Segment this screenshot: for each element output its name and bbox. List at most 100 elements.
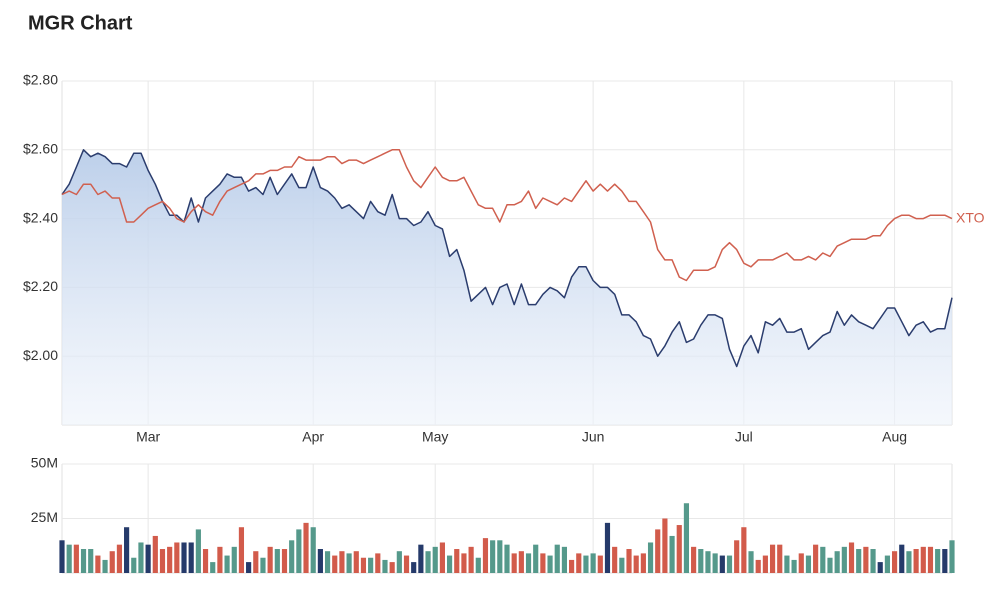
x-tick-label: Jul: [735, 429, 753, 445]
volume-bar: [856, 549, 862, 573]
volume-bar: [920, 546, 926, 573]
volume-bar: [382, 559, 388, 573]
volume-bar: [195, 529, 201, 573]
volume-bar: [927, 546, 934, 573]
volume-bar: [317, 549, 323, 573]
volume-bar: [791, 559, 797, 573]
volume-bar: [525, 553, 532, 573]
volume-bar: [949, 540, 955, 573]
volume-bar: [712, 553, 718, 573]
volume-bar: [676, 525, 682, 573]
volume-bar: [748, 551, 754, 573]
volume-bar: [152, 535, 158, 573]
volume-bar: [769, 544, 776, 573]
volume-bar: [174, 542, 180, 573]
volume-bar: [88, 549, 94, 573]
volume-bar: [533, 544, 539, 573]
volume-bar: [159, 549, 166, 573]
volume-bar: [884, 555, 890, 573]
volume-bar: [181, 542, 187, 573]
volume-bar: [260, 557, 266, 573]
volume-bar: [877, 562, 883, 573]
volume-bar: [353, 551, 359, 573]
volume-bar: [777, 544, 783, 573]
y-tick-label: $2.40: [23, 209, 58, 225]
volume-bar: [66, 544, 72, 573]
volume-bar: [73, 544, 79, 573]
volume-bar: [734, 540, 740, 573]
volume-bar: [231, 546, 237, 573]
volume-bar: [755, 559, 761, 573]
volume-bar: [375, 553, 381, 573]
chart-title: MGR Chart: [28, 12, 133, 34]
volume-bar: [425, 551, 431, 573]
volume-bar: [253, 551, 259, 573]
x-tick-label: May: [422, 429, 448, 445]
line: [61, 149, 953, 368]
volume-bar: [827, 557, 833, 573]
volume-bar: [547, 555, 553, 573]
volume-bar: [604, 522, 611, 573]
volume-bar: [267, 546, 273, 573]
x-tick-label: Aug: [882, 429, 907, 445]
volume-bar: [726, 555, 733, 573]
y-tick-label: $2.60: [23, 141, 58, 157]
y-tick-label: $2.20: [23, 278, 58, 294]
volume-bar: [95, 555, 101, 573]
volume-bar: [841, 546, 847, 573]
volume-bar: [403, 555, 410, 573]
volume-bar: [569, 559, 575, 573]
volume-bar: [138, 542, 144, 573]
volume-bar: [346, 553, 352, 573]
volume-bar: [145, 544, 151, 573]
volume-bar: [454, 549, 460, 573]
volume-bar: [303, 522, 309, 573]
y-tick-label: 50M: [31, 455, 58, 471]
volume-bar: [662, 518, 668, 573]
volume-bar: [913, 549, 919, 573]
x-tick-label: Jun: [582, 429, 605, 445]
volume-bar: [669, 535, 675, 573]
volume-bar: [188, 542, 194, 573]
volume-bar: [296, 529, 302, 573]
volume-bar: [655, 529, 661, 573]
volume-bar: [798, 553, 804, 573]
volume-bar: [683, 503, 690, 573]
volume-bar: [834, 551, 840, 573]
y-tick-label: $2.00: [23, 347, 58, 363]
volume-bar: [332, 555, 338, 573]
volume-bar: [691, 546, 697, 573]
volume-bar: [482, 538, 489, 573]
volume-bar: [899, 544, 905, 573]
volume-bar: [368, 557, 374, 573]
volume-bar: [741, 527, 747, 573]
volume-bar: [339, 551, 345, 573]
volume-bar: [411, 562, 417, 573]
x-tick-label: Apr: [302, 429, 324, 445]
volume-bar: [418, 544, 424, 573]
volume-bar: [576, 553, 582, 573]
volume-bar: [468, 546, 474, 573]
volume-bar: [554, 544, 560, 573]
volume-bar: [289, 540, 295, 573]
volume-bar: [597, 555, 603, 573]
volume-bar: [561, 546, 568, 573]
volume-bar: [612, 546, 618, 573]
volume-bar: [497, 540, 503, 573]
volume-bar: [167, 546, 173, 573]
volume-bar: [246, 562, 252, 573]
volume-bar: [310, 527, 316, 573]
volume-bar: [784, 555, 790, 573]
volume-bar: [935, 549, 941, 573]
line: [61, 149, 953, 282]
volume-bar: [80, 549, 87, 573]
volume-bar: [805, 555, 812, 573]
volume-bar: [640, 553, 646, 573]
volume-bar: [490, 540, 496, 573]
area: [62, 149, 952, 426]
volume-bar: [906, 551, 912, 573]
volume-bar: [109, 551, 115, 573]
volume-bar: [210, 562, 216, 573]
volume-bar: [698, 549, 704, 573]
